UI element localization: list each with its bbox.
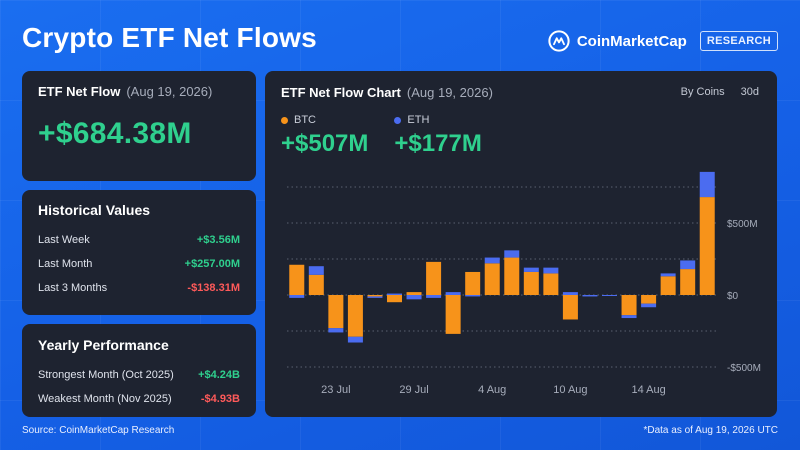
bar-eth <box>465 295 481 297</box>
historical-row-label: Last Month <box>38 258 93 270</box>
net-flow-date: (Aug 19, 2026) <box>126 84 213 99</box>
net-flow-chart-card: $500M $0 -$500M 23 Jul 29 Jul 4 Aug 10 Aug 14 A… <box>265 71 777 417</box>
bar-eth <box>562 292 578 295</box>
net-flow-card: ETF Net Flow (Aug 19, 2026) +$684.38M <box>22 71 256 181</box>
legend-btc: BTC +$507M <box>281 114 368 158</box>
y-tick-label: $0 <box>727 291 739 302</box>
bar-btc <box>328 295 344 329</box>
bar-eth <box>445 292 461 295</box>
bar-eth <box>680 260 696 270</box>
coinmarketcap-logo-icon <box>548 30 570 52</box>
bar-btc <box>660 276 676 295</box>
yearly-row: Strongest Month (Oct 2025) +$4.24B <box>38 363 240 387</box>
historical-row: Last Month +$257.00M <box>38 252 240 276</box>
eth-dot-icon <box>394 116 402 124</box>
legend-btc-label: BTC <box>294 114 316 126</box>
bar-btc <box>289 264 305 295</box>
legend-eth: ETH +$177M <box>394 114 482 158</box>
net-flow-chart: $500M $0 -$500M 23 Jul 29 Jul 4 Aug 10 Aug 14 A… <box>287 171 761 396</box>
historical-values-card: Historical Values Last Week +$3.56M Last… <box>22 190 256 315</box>
net-flow-value: +$684.38M <box>38 117 192 150</box>
yearly-row-label: Weakest Month (Nov 2025) <box>38 393 172 405</box>
bar-btc <box>406 292 422 295</box>
bar-eth <box>308 266 324 275</box>
legend-eth-value: +$177M <box>394 130 482 157</box>
bar-btc <box>426 261 442 295</box>
historical-row-value: +$257.00M <box>184 258 240 270</box>
x-tick-label: 23 Jul <box>321 384 350 396</box>
bar-eth <box>484 257 500 264</box>
x-tick-label: 14 Aug <box>631 384 665 396</box>
bar-eth <box>328 328 344 333</box>
bar-btc <box>367 295 383 297</box>
bar-eth <box>699 171 715 198</box>
yearly-performance-title: Yearly Performance <box>38 337 169 353</box>
research-badge: RESEARCH <box>699 31 778 51</box>
bar-eth <box>504 250 520 258</box>
bar-eth <box>543 267 559 274</box>
yearly-row-value: +$4.24B <box>198 369 240 381</box>
bar-btc <box>387 295 402 303</box>
bar-btc <box>465 271 481 295</box>
bar-btc <box>562 295 578 320</box>
y-tick-label: -$500M <box>727 363 761 374</box>
x-tick-label: 4 Aug <box>478 384 506 396</box>
net-flow-label: ETF Net Flow <box>38 84 121 99</box>
historical-row: Last 3 Months -$138.31M <box>38 276 240 300</box>
historical-row-label: Last Week <box>38 234 90 246</box>
historical-values-title: Historical Values <box>38 202 151 218</box>
historical-row-label: Last 3 Months <box>38 282 108 294</box>
bar-btc <box>504 257 520 295</box>
bar-btc <box>484 263 500 295</box>
yearly-row-value: -$4.93B <box>200 393 240 405</box>
historical-row-value: +$3.56M <box>196 234 240 246</box>
bar-btc <box>641 295 657 304</box>
bar-btc <box>445 295 461 334</box>
bar-eth <box>523 267 539 272</box>
bar-eth <box>582 295 598 297</box>
brand-name: CoinMarketCap <box>576 32 687 50</box>
bar-btc <box>347 295 363 337</box>
bar-eth <box>387 293 402 295</box>
bar-eth <box>289 295 305 298</box>
legend-btc-value: +$507M <box>281 130 369 157</box>
bar-eth <box>347 336 363 343</box>
page-title: Crypto ETF Net Flows <box>22 22 317 53</box>
bar-eth <box>602 295 617 296</box>
bar-eth <box>406 295 422 300</box>
legend-eth-label: ETH <box>407 114 430 126</box>
range-30d-toggle[interactable]: 30d <box>740 86 759 98</box>
chart-date: (Aug 19, 2026) <box>406 85 493 100</box>
yearly-row: Weakest Month (Nov 2025) -$4.93B <box>38 387 240 411</box>
data-as-of-note: *Data as of Aug 19, 2026 UTC <box>643 425 778 436</box>
x-tick-label: 10 Aug <box>553 384 587 396</box>
bar-eth <box>621 315 637 319</box>
bar-btc <box>543 273 559 295</box>
bar-btc <box>699 197 715 295</box>
bar-btc <box>680 269 696 295</box>
bar-btc <box>308 274 324 295</box>
bar-btc <box>621 295 637 316</box>
y-tick-label: $500M <box>727 219 758 230</box>
bar-btc <box>523 271 539 295</box>
bar-eth <box>367 296 383 298</box>
chart-title: ETF Net Flow Chart <box>281 85 401 100</box>
bar-eth <box>660 273 676 277</box>
btc-dot-icon <box>281 116 288 124</box>
brand: CoinMarketCap RESEARCH <box>548 30 778 52</box>
source-note: Source: CoinMarketCap Research <box>22 425 175 436</box>
yearly-performance-card: Yearly Performance Strongest Month (Oct … <box>22 324 256 417</box>
yearly-row-label: Strongest Month (Oct 2025) <box>38 369 174 381</box>
by-coins-toggle[interactable]: By Coins <box>680 86 725 98</box>
historical-row: Last Week +$3.56M <box>38 228 240 252</box>
x-tick-label: 29 Jul <box>399 384 428 396</box>
bar-eth <box>426 295 442 298</box>
bar-eth <box>641 303 657 308</box>
historical-row-value: -$138.31M <box>187 282 240 294</box>
